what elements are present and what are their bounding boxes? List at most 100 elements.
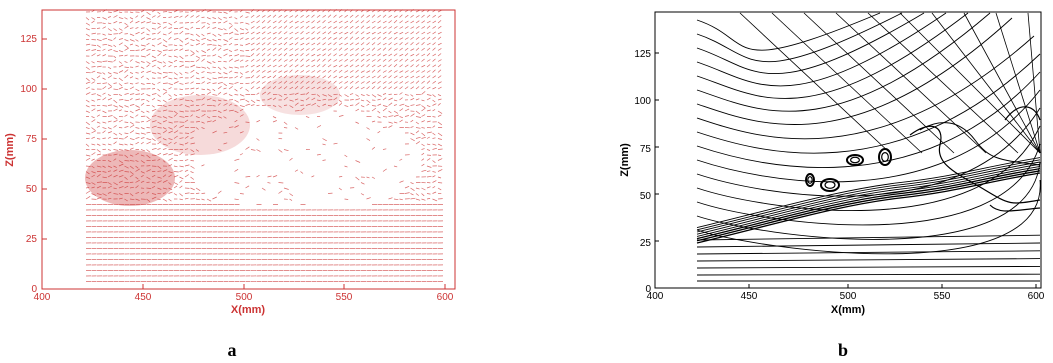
vector-arrow: [102, 43, 108, 46]
vector-arrow: [223, 109, 228, 112]
vector-arrow: [91, 53, 96, 57]
vector-arrow: [85, 190, 91, 194]
vector-arrow: [432, 36, 436, 40]
vector-arrow: [371, 64, 376, 68]
y-tick-a-75: 75: [26, 134, 38, 145]
vector-arrow: [393, 53, 398, 57]
vector-arrow: [388, 97, 393, 101]
vector-arrow: [300, 14, 304, 18]
vector-arrow: [377, 58, 381, 62]
vector-arrow: [377, 94, 382, 97]
vector-arrow: [124, 135, 129, 139]
vector-arrow: [267, 20, 271, 24]
vector-arrow: [190, 75, 195, 79]
vector-arrow: [261, 91, 267, 95]
vector-arrow: [113, 77, 117, 80]
vector-arrow: [173, 185, 178, 189]
vector-arrow: [289, 9, 293, 13]
vector-arrow: [173, 193, 178, 196]
vector-arrow: [195, 42, 201, 46]
vector-arrow: [300, 48, 305, 51]
vector-arrow: [349, 75, 354, 79]
vector-arrow: [272, 64, 277, 68]
vector-arrow: [399, 14, 403, 18]
vector-arrow: [256, 20, 260, 24]
y-tick-b-25: 25: [640, 238, 652, 249]
vector-arrow: [217, 76, 223, 79]
vector-arrow: [146, 110, 150, 113]
vector-arrow: [410, 70, 415, 73]
vector-arrow: [217, 22, 222, 24]
vector-arrow: [404, 70, 409, 73]
vector-arrow: [124, 92, 129, 95]
vector-arrow: [173, 110, 178, 115]
vector-arrow: [157, 180, 162, 183]
vector-arrow: [113, 149, 119, 151]
vector-arrow: [393, 20, 398, 24]
streamline: [696, 161, 1041, 233]
vector-arrow: [366, 99, 371, 104]
vector-arrow: [399, 53, 404, 57]
vector-arrow: [151, 182, 156, 184]
vector-arrow: [382, 26, 387, 29]
vector-arrow: [234, 28, 239, 32]
vector-arrow: [344, 25, 349, 29]
vector-arrow: [146, 131, 151, 134]
vector-arrow: [96, 109, 101, 112]
vector-arrow: [228, 70, 233, 73]
vector-arrow: [157, 141, 162, 145]
vortex: [820, 178, 840, 192]
vector-arrow: [195, 127, 199, 130]
vector-arrow: [388, 75, 392, 79]
vector-arrow: [261, 9, 266, 13]
vector-arrow: [300, 70, 305, 73]
vector-arrow: [355, 176, 360, 181]
vector-arrow: [107, 127, 112, 130]
vector-arrow: [256, 64, 261, 68]
streamline: [931, 12, 1041, 154]
vector-arrow: [201, 88, 205, 90]
vector-arrow: [135, 127, 140, 129]
vector-arrow: [333, 31, 338, 35]
streamline: [989, 204, 1041, 212]
vector-arrow: [179, 110, 184, 113]
vector-arrow: [129, 174, 134, 178]
vector-arrow: [85, 182, 91, 184]
vector-arrow: [437, 143, 443, 147]
vector-arrow: [118, 55, 124, 57]
vector-arrow: [366, 48, 371, 51]
x-tick-a-600: 600: [437, 292, 454, 303]
vector-arrow: [151, 132, 157, 135]
vector-arrow: [355, 75, 360, 79]
vector-arrow: [151, 55, 156, 59]
vector-arrow: [410, 104, 415, 106]
vector-arrow: [135, 82, 139, 84]
vector-arrow: [272, 53, 277, 57]
vector-arrow: [366, 70, 371, 73]
vector-arrow: [151, 108, 157, 112]
vector-arrow: [190, 91, 194, 95]
vector-arrow: [432, 198, 438, 202]
vector-arrow: [162, 138, 167, 141]
vector-arrow: [256, 92, 260, 95]
vector-arrow: [113, 182, 118, 186]
vector-arrow: [85, 49, 91, 51]
vector-arrow: [190, 21, 194, 24]
vector-arrow: [432, 99, 436, 103]
vector-arrow: [157, 136, 162, 139]
vector-arrow: [388, 115, 394, 117]
vector-arrow: [234, 75, 238, 79]
vector-arrow: [344, 20, 349, 24]
vector-arrow: [168, 153, 174, 156]
vector-arrow: [421, 136, 426, 139]
vector-arrow: [124, 69, 129, 73]
vector-arrow: [410, 138, 415, 142]
vector-arrow: [234, 158, 240, 161]
vector-arrow: [245, 42, 251, 46]
y-tick-a-0: 0: [31, 284, 37, 295]
vector-arrow: [316, 86, 321, 90]
vector-arrow: [289, 75, 294, 79]
streamline: [995, 12, 1041, 154]
vector-arrow: [437, 148, 443, 150]
vector-arrow: [382, 70, 387, 73]
